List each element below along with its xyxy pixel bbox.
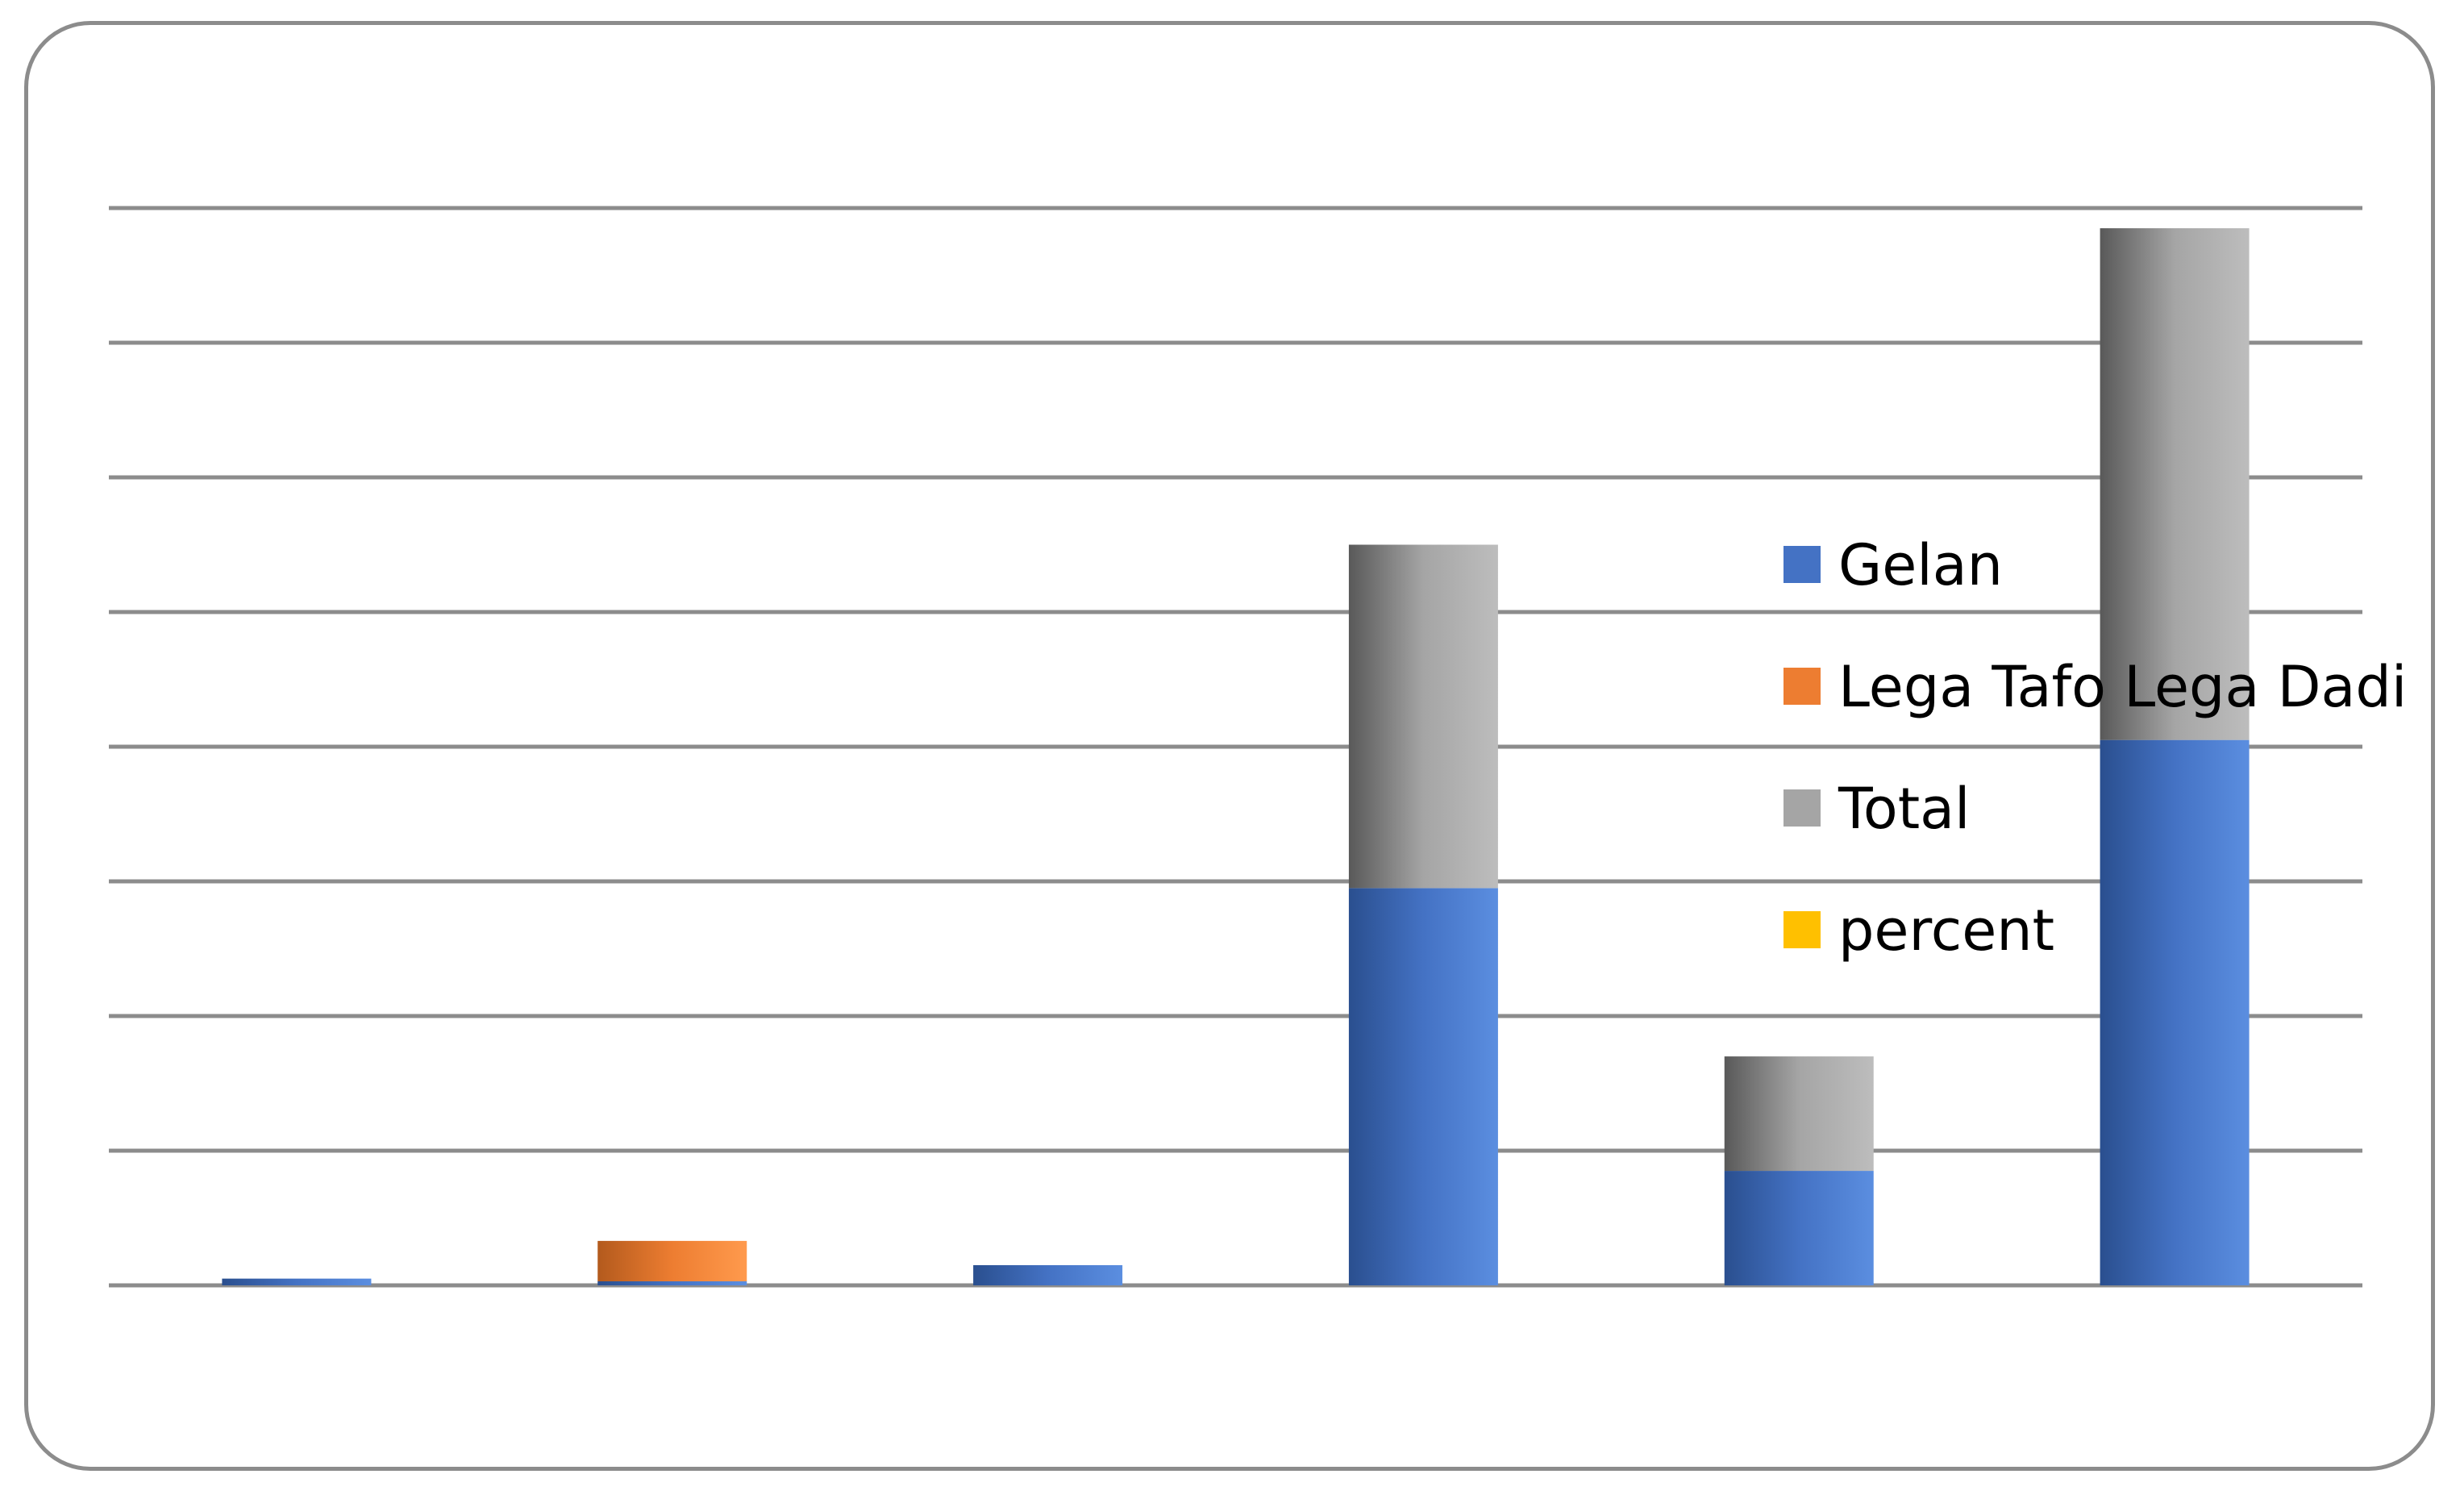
bars <box>222 228 2250 1285</box>
legend: Gelan Lega Tafo Lega Dadi Total percent <box>1783 532 2407 964</box>
bar-total <box>1724 1056 1874 1172</box>
legend-swatch <box>1783 546 1821 583</box>
legend-swatch <box>1783 911 1821 948</box>
bar-gelan <box>1724 1171 1874 1285</box>
bar-lega-tafo-lega-dadi <box>597 1240 747 1281</box>
gridlines <box>109 206 2362 1288</box>
legend-label: percent <box>1838 897 2054 964</box>
bar-gelan <box>973 1264 1123 1285</box>
bar-gelan <box>2100 739 2250 1285</box>
bar-gelan <box>597 1281 747 1285</box>
legend-label: Lega Tafo Lega Dadi <box>1838 654 2407 720</box>
bar-total <box>2100 228 2250 740</box>
legend-label: Gelan <box>1838 532 2003 598</box>
legend-swatch <box>1783 668 1821 705</box>
legend-swatch <box>1783 789 1821 827</box>
bar-gelan <box>1348 888 1498 1285</box>
bar-gelan <box>222 1278 372 1285</box>
bar-total <box>1348 544 1498 889</box>
legend-label: Total <box>1838 776 1970 842</box>
